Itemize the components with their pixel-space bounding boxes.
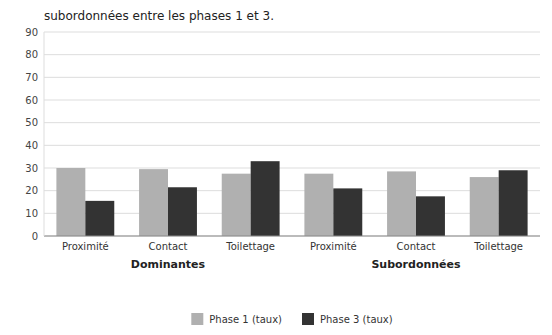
grid-line xyxy=(44,32,540,33)
legend-label: Phase 3 (taux) xyxy=(320,314,393,325)
y-axis-line xyxy=(44,32,45,236)
chart: subordonnées entre les phases 1 et 3. 0 10… xyxy=(0,0,552,335)
y-tick-label: 60 xyxy=(25,95,38,106)
bars xyxy=(56,161,527,236)
x-tick-label: Toilettage xyxy=(225,241,275,252)
y-tick-label: 70 xyxy=(25,72,38,83)
legend-swatch xyxy=(191,313,203,325)
group-label: Subordonnées xyxy=(371,258,461,271)
bar xyxy=(222,174,251,236)
bar xyxy=(387,171,416,236)
x-tick-label: Contact xyxy=(397,241,436,252)
bar xyxy=(85,201,114,236)
title: subordonnées entre les phases 1 et 3. xyxy=(44,9,274,23)
y-tick-label: 0 xyxy=(32,231,38,242)
bar xyxy=(251,161,280,236)
x-tick-label: Proximité xyxy=(62,241,109,252)
bar xyxy=(470,177,499,236)
bar xyxy=(56,168,85,236)
grid-line xyxy=(44,77,540,78)
bar xyxy=(416,196,445,236)
grid-line xyxy=(44,168,540,169)
y-tick-label: 90 xyxy=(25,27,38,38)
grid-line xyxy=(44,122,540,123)
grid-line xyxy=(44,145,540,146)
legend-item: Phase 3 (taux) xyxy=(302,313,393,325)
bar xyxy=(139,169,168,236)
bar xyxy=(499,170,528,236)
grid-line xyxy=(44,100,540,101)
x-tick-label: Toilettage xyxy=(473,241,523,252)
y-tick-label: 10 xyxy=(25,208,38,219)
y-tick-label: 80 xyxy=(25,49,38,60)
y-tick-label: 40 xyxy=(25,140,38,151)
bar xyxy=(304,174,333,236)
legend-label: Phase 1 (taux) xyxy=(209,314,282,325)
y-tick-label: 30 xyxy=(25,163,38,174)
x-tick-label: Contact xyxy=(149,241,188,252)
x-tick-label: Proximité xyxy=(310,241,357,252)
legend-swatch xyxy=(302,313,314,325)
group-label: Dominantes xyxy=(131,258,206,271)
grid xyxy=(44,32,540,236)
legend-item: Phase 1 (taux) xyxy=(191,313,282,325)
bar xyxy=(333,188,362,236)
grid-line xyxy=(44,213,540,214)
bar xyxy=(168,187,197,236)
grid-line xyxy=(44,236,540,237)
legend: Phase 1 (taux) Phase 3 (taux) xyxy=(191,313,392,325)
grid-line xyxy=(44,54,540,55)
x-axis-line xyxy=(44,236,540,237)
grid-line xyxy=(44,190,540,191)
chart-container: subordonnées entre les phases 1 et 3. 0 10… xyxy=(0,0,552,335)
page: {"chart_data": {"type": "bar", "title": … xyxy=(0,0,552,335)
y-tick-label: 20 xyxy=(25,185,38,196)
y-tick-label: 50 xyxy=(25,117,38,128)
